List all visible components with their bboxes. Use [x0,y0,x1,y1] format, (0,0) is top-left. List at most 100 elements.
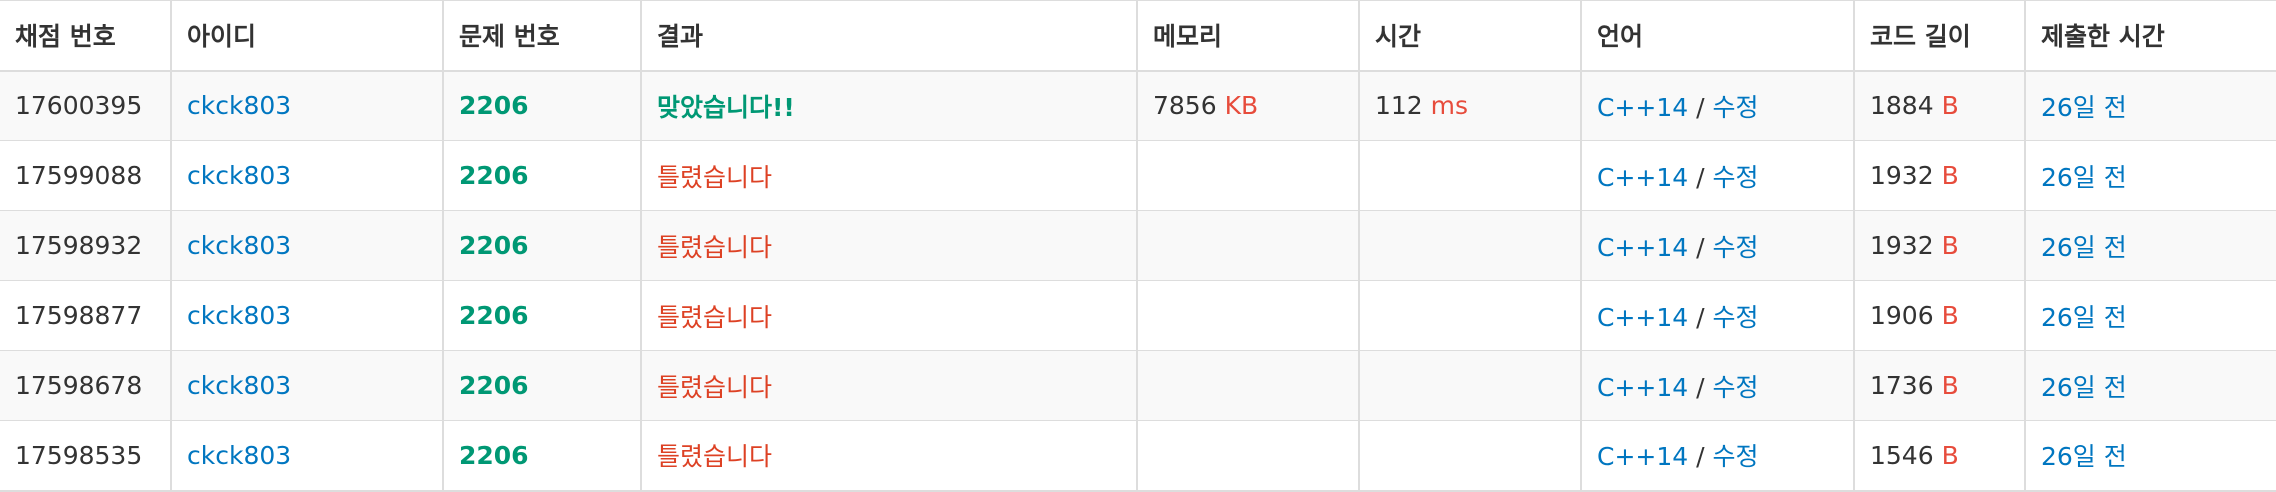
memory-cell [1136,350,1359,421]
code-length-unit: B [1941,91,1959,121]
language-cell: C++14 / 수정 [1580,210,1854,281]
header-problem-number: 문제 번호 [442,0,641,72]
language-cell: C++14 / 수정 [1580,70,1854,141]
submission-id: 17600395 [0,70,171,141]
submitted-time-cell: 26일 전 [2024,350,2276,421]
code-length-value: 1546 [1870,440,1934,470]
table-row: 17598678 ckck803 2206 틀렸습니다 C++14 / 수정 1… [0,350,2276,421]
result-text: 맞았습니다!! [657,92,795,122]
language-link[interactable]: C++14 [1597,442,1689,472]
submission-id: 17598932 [0,210,171,281]
language-cell: C++14 / 수정 [1580,350,1854,421]
language-link[interactable]: C++14 [1597,232,1689,262]
language-link[interactable]: C++14 [1597,92,1689,122]
edit-separator: / [1696,232,1705,262]
header-result: 결과 [640,0,1137,72]
edit-separator: / [1696,442,1705,472]
time-cell [1358,210,1581,281]
problem-number-link[interactable]: 2206 [459,440,529,470]
submitted-time-cell: 26일 전 [2024,420,2276,492]
header-submission-id: 채점 번호 [0,0,171,72]
result-cell: 틀렸습니다 [640,210,1137,281]
result-text: 틀렸습니다 [657,162,773,192]
code-length-unit: B [1941,231,1959,260]
memory-unit: KB [1224,91,1259,121]
edit-link[interactable]: 수정 [1712,442,1759,472]
code-length-unit: B [1941,301,1959,330]
code-length-cell: 1736 B [1853,350,2025,421]
result-text: 틀렸습니다 [657,372,773,402]
edit-link[interactable]: 수정 [1712,302,1759,332]
table-row: 17600395 ckck803 2206 맞았습니다!! 7856 KB 11… [0,70,2276,141]
result-text: 틀렸습니다 [657,232,773,262]
user-id-link[interactable]: ckck803 [187,301,292,330]
edit-separator: / [1696,372,1705,402]
table-header-row: 채점 번호 아이디 문제 번호 결과 메모리 시간 언어 코드 길이 제출한 시… [0,0,2276,72]
problem-number-link[interactable]: 2206 [459,91,529,121]
user-id-link[interactable]: ckck803 [187,440,292,470]
user-id-cell: ckck803 [170,70,443,141]
memory-value: 7856 [1153,91,1217,121]
submission-id: 17598535 [0,420,171,492]
submission-id: 17598678 [0,350,171,421]
code-length-unit: B [1941,440,1959,470]
problem-number-link[interactable]: 2206 [459,301,529,330]
code-length-value: 1906 [1870,301,1934,330]
user-id-link[interactable]: ckck803 [187,161,292,190]
language-link[interactable]: C++14 [1597,162,1689,192]
problem-number-link[interactable]: 2206 [459,161,529,190]
table-row: 17598932 ckck803 2206 틀렸습니다 C++14 / 수정 1… [0,210,2276,281]
code-length-cell: 1884 B [1853,70,2025,141]
submission-id: 17598877 [0,280,171,351]
time-cell [1358,350,1581,421]
memory-cell [1136,140,1359,211]
time-value: 112 [1375,91,1423,121]
submitted-time-link[interactable]: 26일 전 [2041,302,2127,332]
user-id-link[interactable]: ckck803 [187,371,292,400]
user-id-cell: ckck803 [170,350,443,421]
problem-number-link[interactable]: 2206 [459,231,529,260]
edit-link[interactable]: 수정 [1712,92,1759,122]
table-row: 17599088 ckck803 2206 틀렸습니다 C++14 / 수정 1… [0,140,2276,211]
submitted-time-link[interactable]: 26일 전 [2041,162,2127,192]
submitted-time-link[interactable]: 26일 전 [2041,232,2127,262]
problem-number-cell: 2206 [442,70,641,141]
user-id-link[interactable]: ckck803 [187,231,292,260]
header-code-length: 코드 길이 [1853,0,2025,72]
edit-separator: / [1696,162,1705,192]
edit-separator: / [1696,302,1705,332]
result-cell: 틀렸습니다 [640,280,1137,351]
code-length-cell: 1906 B [1853,280,2025,351]
table-row: 17598535 ckck803 2206 틀렸습니다 C++14 / 수정 1… [0,420,2276,492]
submitted-time-cell: 26일 전 [2024,140,2276,211]
memory-cell [1136,420,1359,492]
user-id-cell: ckck803 [170,280,443,351]
edit-link[interactable]: 수정 [1712,372,1759,402]
user-id-cell: ckck803 [170,210,443,281]
result-cell: 맞았습니다!! [640,70,1137,141]
header-user-id: 아이디 [170,0,443,72]
result-cell: 틀렸습니다 [640,420,1137,492]
code-length-value: 1932 [1870,161,1934,190]
submitted-time-link[interactable]: 26일 전 [2041,442,2127,472]
edit-link[interactable]: 수정 [1712,232,1759,262]
submitted-time-cell: 26일 전 [2024,210,2276,281]
problem-number-cell: 2206 [442,210,641,281]
submitted-time-cell: 26일 전 [2024,280,2276,351]
table-row: 17598877 ckck803 2206 틀렸습니다 C++14 / 수정 1… [0,280,2276,351]
submitted-time-link[interactable]: 26일 전 [2041,372,2127,402]
problem-number-link[interactable]: 2206 [459,371,529,400]
code-length-value: 1884 [1870,91,1934,121]
edit-link[interactable]: 수정 [1712,162,1759,192]
problem-number-cell: 2206 [442,420,641,492]
language-link[interactable]: C++14 [1597,372,1689,402]
submitted-time-link[interactable]: 26일 전 [2041,92,2127,122]
code-length-cell: 1932 B [1853,210,2025,281]
time-cell: 112 ms [1358,70,1581,141]
submitted-time-cell: 26일 전 [2024,70,2276,141]
problem-number-cell: 2206 [442,280,641,351]
language-link[interactable]: C++14 [1597,302,1689,332]
user-id-link[interactable]: ckck803 [187,91,292,121]
time-cell [1358,420,1581,492]
